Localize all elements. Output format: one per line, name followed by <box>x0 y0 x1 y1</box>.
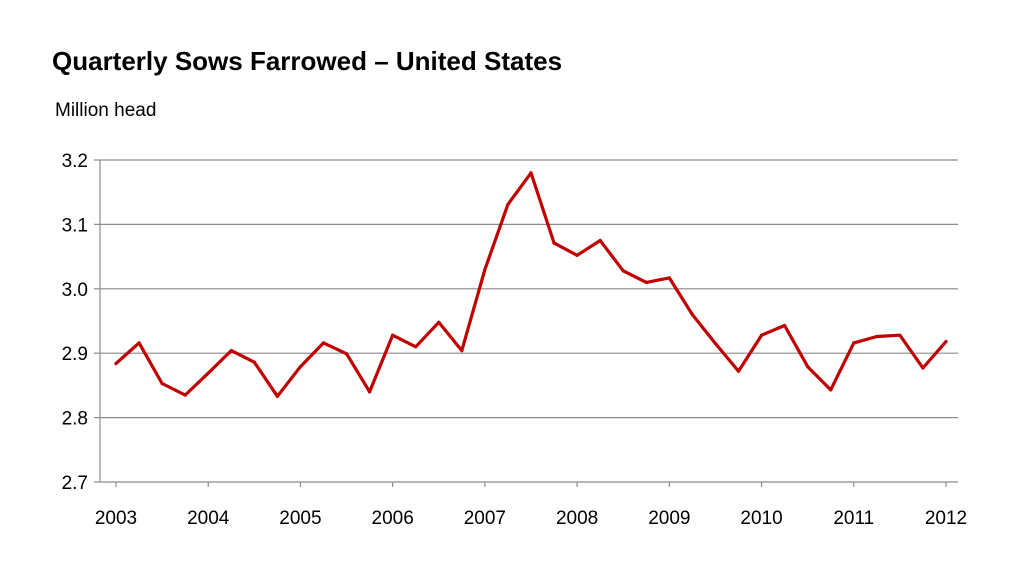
y-tick-label: 2.7 <box>62 473 88 494</box>
data-point <box>252 360 256 364</box>
data-point <box>483 267 487 272</box>
data-point <box>783 323 787 328</box>
data-point <box>344 352 349 356</box>
data-point <box>460 349 464 353</box>
data-point <box>852 341 856 345</box>
data-point <box>736 369 741 373</box>
x-tick-label: 2011 <box>833 508 874 529</box>
data-point <box>160 381 164 386</box>
gridlines <box>100 159 958 419</box>
x-tick-label: 2012 <box>925 508 967 529</box>
data-point <box>298 365 303 369</box>
series-layer <box>114 171 948 398</box>
data-point <box>621 269 625 273</box>
data-point <box>206 371 210 375</box>
data-point <box>921 366 925 370</box>
x-tick-label: 2006 <box>372 508 414 529</box>
x-tick-label: 2007 <box>464 508 506 529</box>
data-point <box>575 253 579 257</box>
data-point <box>644 280 648 284</box>
data-point <box>713 341 718 346</box>
data-point <box>506 202 510 207</box>
x-tick-label: 2008 <box>556 508 598 529</box>
data-point <box>598 238 602 243</box>
y-tick-label: 3.2 <box>62 151 88 172</box>
data-point <box>552 241 556 245</box>
data-point <box>667 276 671 280</box>
data-point <box>391 333 395 337</box>
data-point <box>875 334 879 339</box>
x-tick-label: 2009 <box>648 508 690 529</box>
x-tick-labels: 2003 2004 2005 2006 2007 2008 2009 2010 2011 2012 <box>95 508 967 529</box>
y-tick-label: 3.1 <box>62 215 88 236</box>
x-tick-label: 2005 <box>279 508 321 529</box>
data-point <box>275 394 279 398</box>
data-point <box>414 345 418 349</box>
y-tick-label: 2.9 <box>62 344 88 365</box>
data-point <box>437 320 441 324</box>
series-line <box>114 171 948 398</box>
data-point <box>829 388 833 392</box>
y-tick-label: 3.0 <box>62 280 88 301</box>
y-tick-label: 2.8 <box>62 409 88 430</box>
data-point <box>944 340 948 344</box>
chart-title: Quarterly Sows Farrowed – United States <box>52 46 563 76</box>
data-point <box>690 312 694 317</box>
x-tick-label: 2004 <box>187 508 230 529</box>
data-point <box>898 333 902 337</box>
data-point <box>806 365 810 369</box>
chart-subtitle: Million head <box>55 100 157 121</box>
data-point <box>183 393 187 397</box>
y-tick-labels: 3.2 3.1 3.0 2.9 2.8 2.7 <box>62 151 88 494</box>
data-point <box>137 341 141 345</box>
x-tick-label: 2003 <box>95 508 137 529</box>
data-point <box>321 341 326 345</box>
data-point <box>759 333 764 337</box>
data-point <box>529 171 533 175</box>
x-tick-label: 2010 <box>740 508 782 529</box>
axes <box>94 159 958 487</box>
data-point <box>368 390 372 394</box>
data-point <box>229 349 233 353</box>
data-point <box>114 361 118 366</box>
